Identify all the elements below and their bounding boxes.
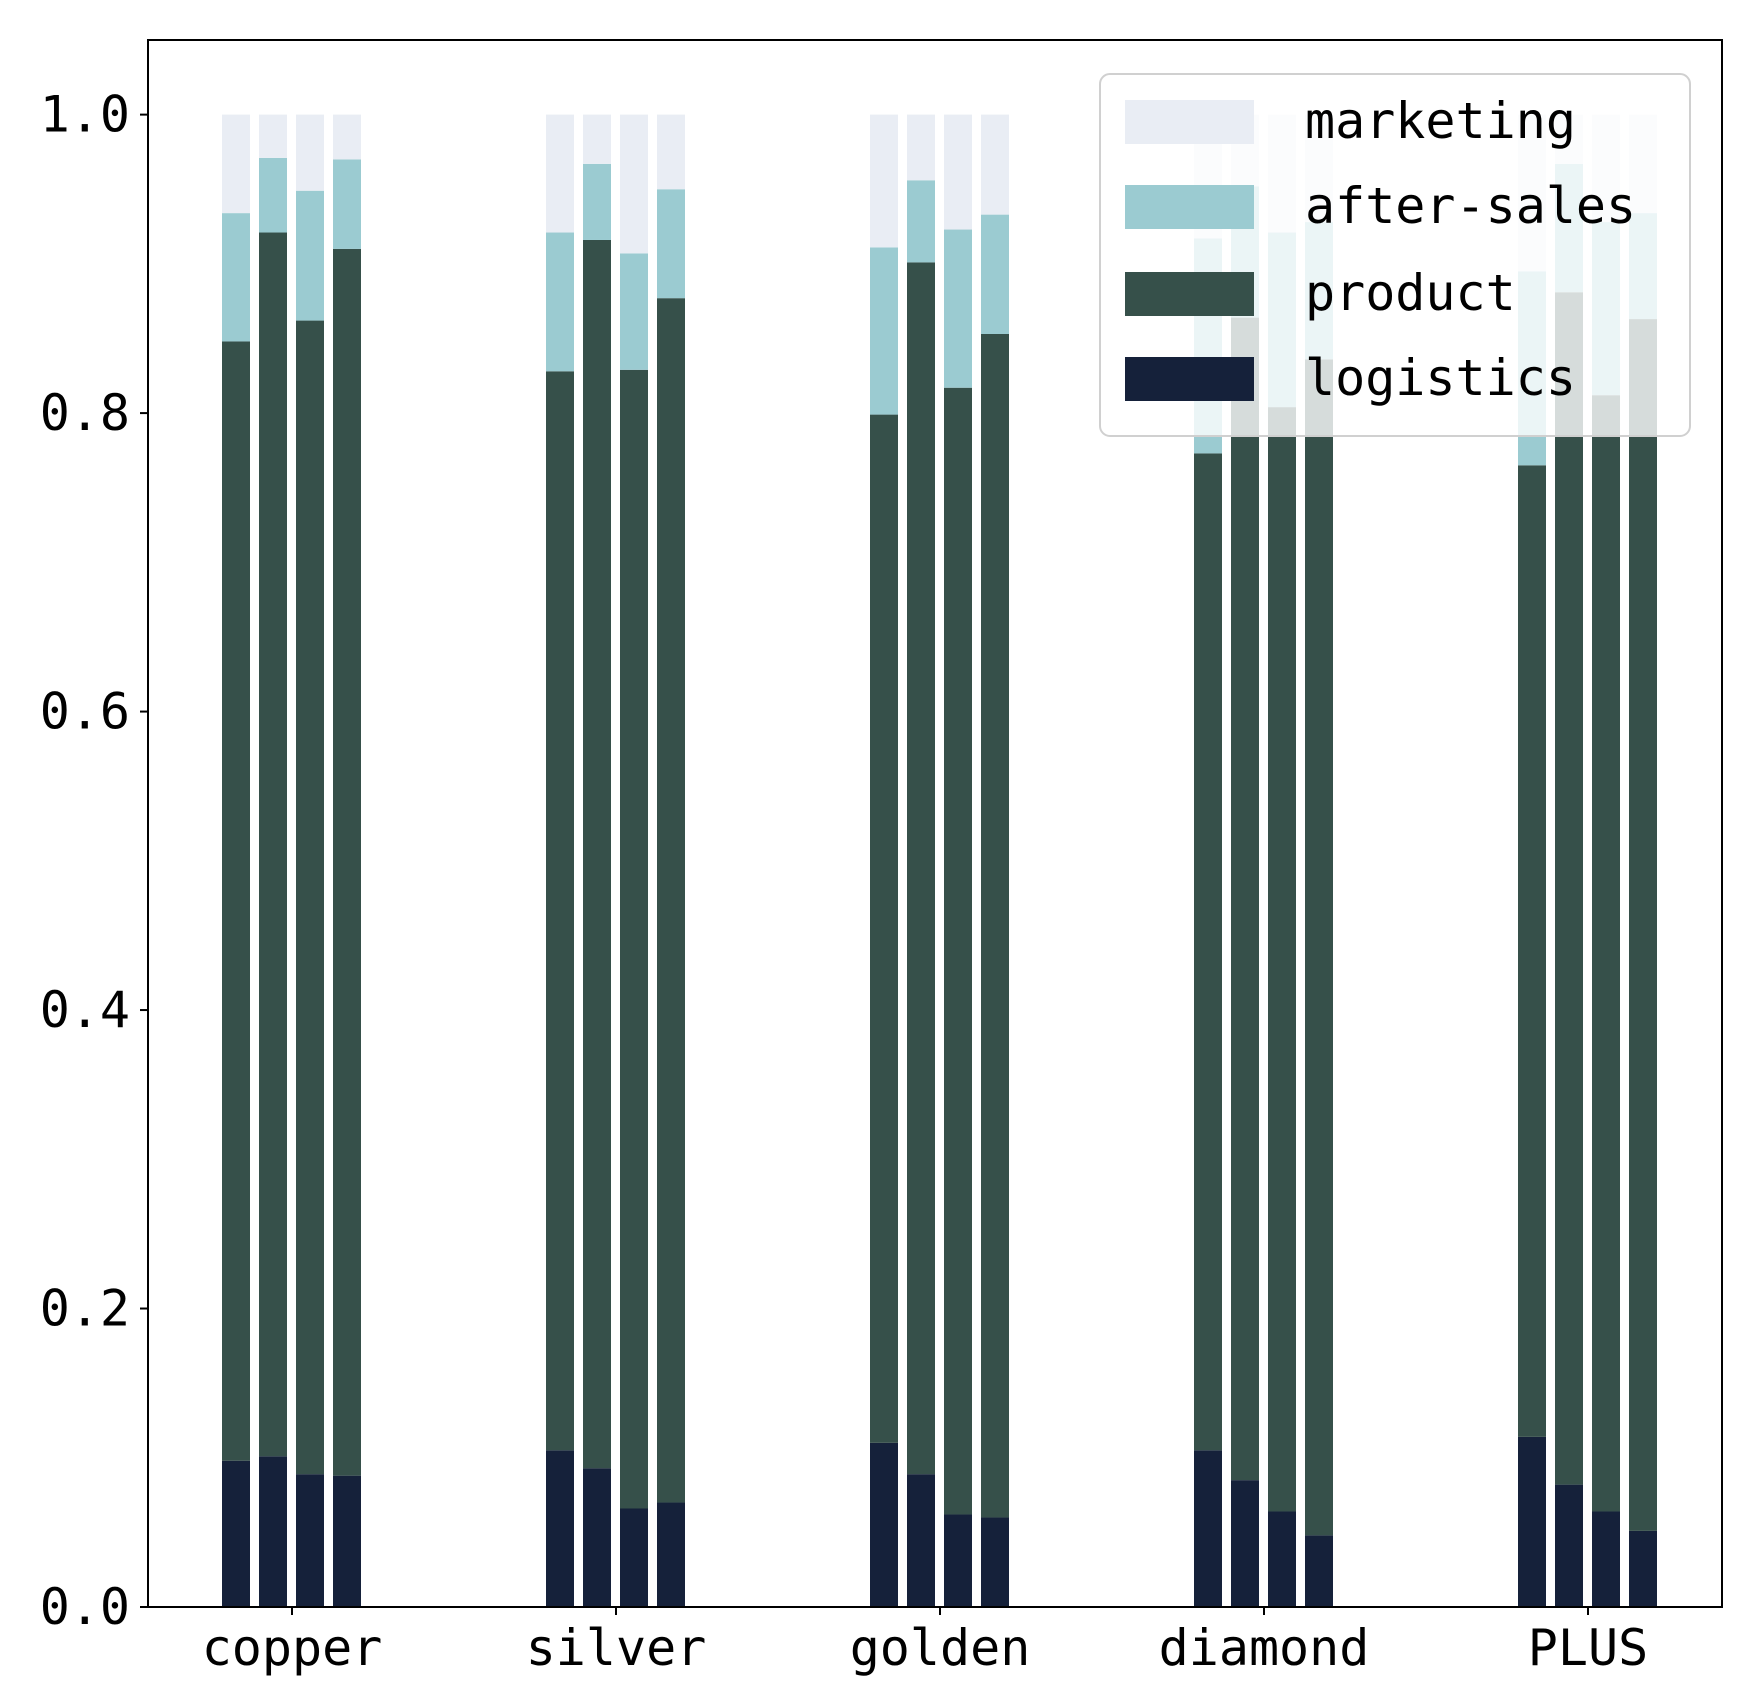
bar-diamond-4-logistics (1305, 1535, 1333, 1607)
bar-diamond-3-logistics (1268, 1511, 1296, 1607)
bar-silver-3-after-sales (620, 253, 648, 370)
bar-silver-3-logistics (620, 1508, 648, 1607)
bar-golden-4-product (981, 333, 1009, 1518)
legend-swatch-after-sales (1125, 185, 1254, 229)
bar-copper-4-logistics (333, 1475, 361, 1607)
bar-copper-1-product (222, 341, 250, 1461)
bar-silver-3-product (620, 369, 648, 1509)
bar-golden-3-product (944, 387, 972, 1515)
bar-copper-2-logistics (259, 1456, 287, 1607)
bar-PLUS-4-product (1629, 319, 1657, 1531)
bar-PLUS-3-product (1592, 395, 1620, 1512)
bar-copper-3-logistics (296, 1474, 324, 1607)
bar-diamond-3-product (1268, 407, 1296, 1512)
legend-frame (1099, 73, 1691, 437)
y-tick-label: 0.0 (40, 1578, 130, 1636)
legend-swatch-product (1125, 272, 1254, 316)
y-tick-label: 0.6 (40, 683, 130, 741)
plot-frame (147, 39, 1723, 1608)
bar-silver-3-marketing (620, 114, 648, 254)
bar-golden-4-after-sales (981, 214, 1009, 334)
bar-silver-4-logistics (657, 1502, 685, 1607)
bar-diamond-2-logistics (1231, 1480, 1259, 1607)
bar-copper-1-after-sales (222, 213, 250, 342)
bar-silver-4-after-sales (657, 189, 685, 299)
bar-PLUS-1-logistics (1518, 1436, 1546, 1607)
x-tick-label-diamond: diamond (1159, 1619, 1370, 1677)
bar-golden-2-logistics (907, 1474, 935, 1607)
bar-golden-3-marketing (944, 114, 972, 230)
bar-PLUS-1-product (1518, 465, 1546, 1437)
bar-golden-3-logistics (944, 1514, 972, 1607)
bar-silver-1-product (546, 371, 574, 1451)
bar-copper-2-marketing (259, 114, 287, 158)
bar-golden-2-after-sales (907, 180, 935, 263)
bar-golden-4-marketing (981, 114, 1009, 215)
bar-PLUS-3-logistics (1592, 1511, 1620, 1607)
bar-golden-2-marketing (907, 114, 935, 181)
bar-copper-1-marketing (222, 114, 250, 214)
bar-PLUS-4-logistics (1629, 1530, 1657, 1607)
y-tick-label: 0.4 (40, 981, 130, 1039)
bar-silver-2-marketing (583, 114, 611, 164)
bar-silver-1-after-sales (546, 232, 574, 372)
bar-copper-4-marketing (333, 114, 361, 160)
bar-copper-4-product (333, 248, 361, 1476)
bar-silver-2-after-sales (583, 163, 611, 240)
bar-copper-1-logistics (222, 1460, 250, 1607)
legend-label-marketing: marketing (1305, 92, 1576, 150)
bar-diamond-1-product (1194, 453, 1222, 1451)
bar-golden-2-product (907, 262, 935, 1475)
legend-label-product: product (1305, 264, 1516, 322)
legend: marketing after-sales product logistics (1099, 73, 1691, 437)
bar-golden-3-after-sales (944, 229, 972, 388)
bar-golden-4-logistics (981, 1517, 1009, 1607)
legend-label-after-sales: after-sales (1305, 177, 1636, 235)
y-tick-label: 1.0 (40, 86, 130, 144)
bar-copper-3-marketing (296, 114, 324, 191)
bar-golden-1-logistics (870, 1442, 898, 1607)
bar-golden-1-marketing (870, 114, 898, 248)
x-tick-label-silver: silver (526, 1619, 707, 1677)
bar-PLUS-2-product (1555, 292, 1583, 1485)
bar-golden-1-after-sales (870, 247, 898, 415)
bar-silver-2-product (583, 239, 611, 1469)
legend-swatch-marketing (1125, 100, 1254, 144)
bar-silver-1-marketing (546, 114, 574, 233)
legend-label-logistics: logistics (1305, 349, 1576, 407)
tick-labels: 0.0 0.2 0.4 0.6 0.8 1.0 copper silver golden diam… (40, 86, 1649, 1677)
bar-silver-1-logistics (546, 1450, 574, 1607)
bar-silver-2-logistics (583, 1468, 611, 1607)
bar-PLUS-2-logistics (1555, 1484, 1583, 1607)
bar-silver-4-product (657, 298, 685, 1503)
bar-golden-1-product (870, 414, 898, 1443)
bar-diamond-2-product (1231, 317, 1259, 1481)
y-tick-label: 0.2 (40, 1280, 130, 1338)
bar-copper-3-product (296, 320, 324, 1475)
x-tick-label-copper: copper (202, 1619, 383, 1677)
legend-swatch-logistics (1125, 357, 1254, 401)
bar-silver-4-marketing (657, 114, 685, 190)
bar-copper-3-after-sales (296, 190, 324, 321)
bar-diamond-4-product (1305, 359, 1333, 1536)
y-tick-label: 0.8 (40, 384, 130, 442)
x-tick-label-PLUS: PLUS (1528, 1619, 1648, 1677)
bar-copper-4-after-sales (333, 159, 361, 249)
bar-copper-2-after-sales (259, 157, 287, 233)
bar-diamond-1-logistics (1194, 1450, 1222, 1607)
axes (140, 39, 1723, 1615)
x-tick-label-golden: golden (850, 1619, 1031, 1677)
bar-copper-2-product (259, 232, 287, 1457)
